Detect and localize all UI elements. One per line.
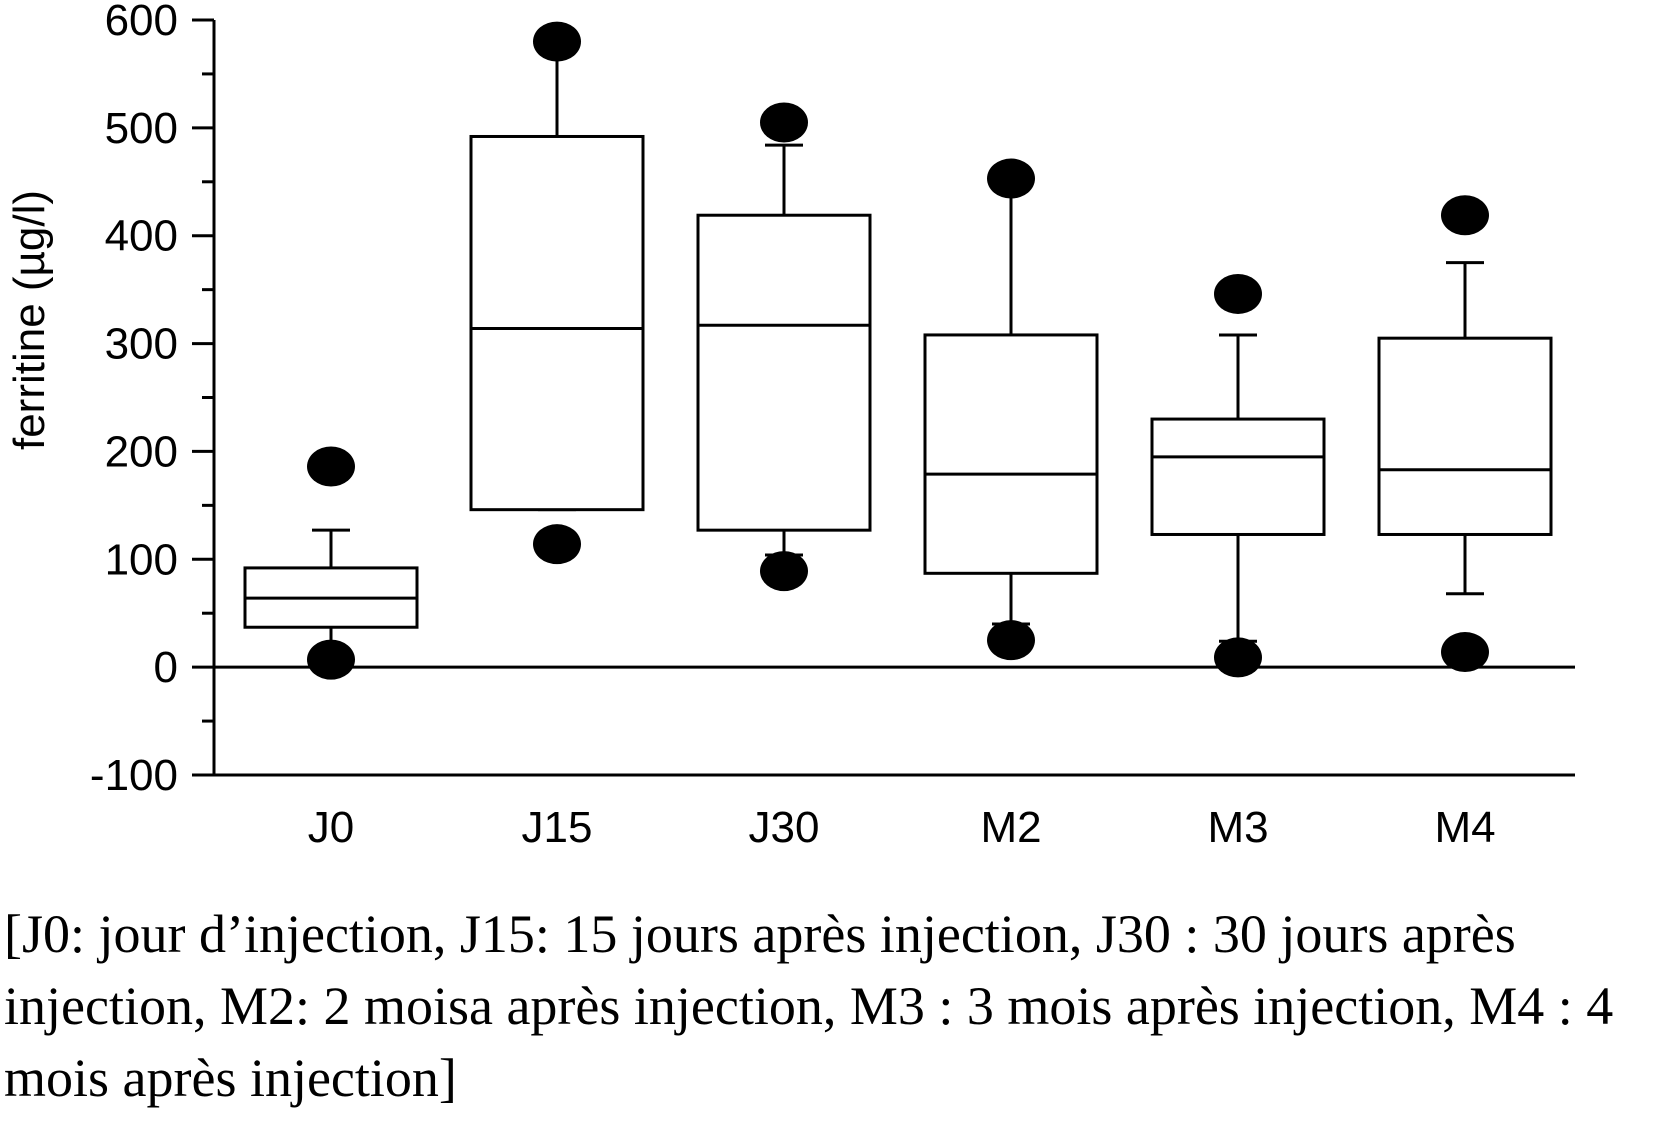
boxplot-chart: ferritine (µg/l) 600 500 400 300 200 100 0 -100…	[5, 0, 1575, 852]
outlier-point	[533, 524, 581, 565]
outlier-point	[987, 620, 1035, 661]
outlier-point	[307, 639, 355, 680]
outlier-point	[1214, 273, 1262, 314]
y-axis-label: ferritine (µg/l)	[5, 190, 54, 450]
figure-caption: [J0: jour d’injection, J15: 15 jours apr…	[4, 904, 1614, 1108]
y-tick-label: 0	[154, 643, 178, 692]
outlier-point	[533, 21, 581, 62]
y-tick-label: 600	[105, 0, 178, 45]
x-tick-label: J30	[749, 803, 820, 852]
y-tick-label: 300	[105, 320, 178, 369]
outlier-point	[760, 102, 808, 143]
y-tick-label: -100	[90, 751, 178, 800]
outlier-point	[307, 446, 355, 487]
x-tick-label: J15	[522, 803, 593, 852]
box-iqr	[1377, 336, 1553, 536]
box-iqr	[469, 134, 645, 512]
outlier-point	[760, 551, 808, 592]
x-tick-label: M3	[1207, 803, 1268, 852]
outlier-point	[1441, 195, 1489, 236]
y-tick-label: 400	[105, 212, 178, 261]
x-tick-label: M2	[980, 803, 1041, 852]
box-iqr	[1150, 417, 1326, 536]
box-iqr	[696, 213, 872, 532]
box-iqr	[923, 333, 1099, 575]
y-tick-label: 500	[105, 104, 178, 153]
outlier-point	[1441, 632, 1489, 673]
outlier-point	[987, 158, 1035, 199]
y-tick-label: 100	[105, 535, 178, 584]
y-tick-label: 200	[105, 427, 178, 476]
x-tick-label: M4	[1434, 803, 1495, 852]
outlier-point	[1214, 637, 1262, 678]
x-tick-label: J0	[308, 803, 354, 852]
